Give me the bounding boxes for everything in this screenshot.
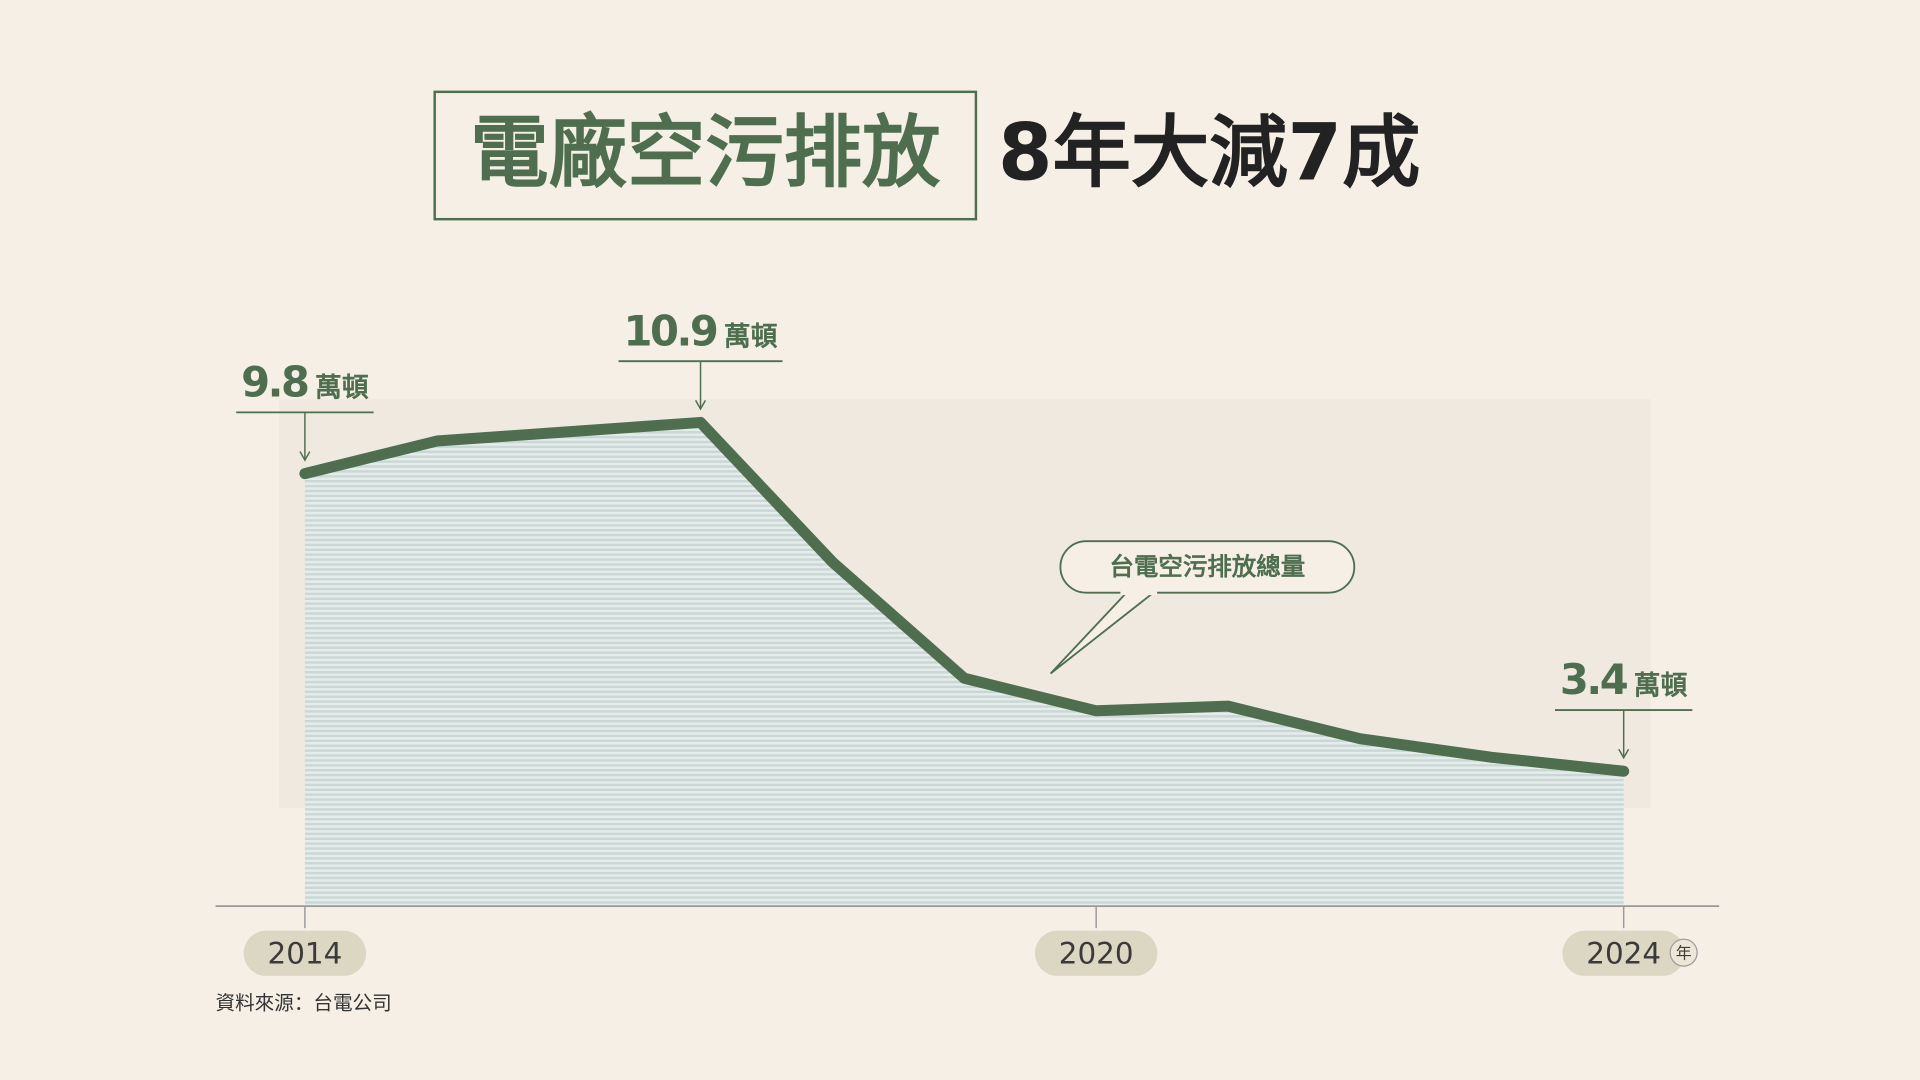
label-arrowhead xyxy=(299,451,311,462)
x-tick-pill xyxy=(243,930,367,976)
value-label: 10.9 xyxy=(623,306,716,355)
series-label: 台電空污排放總量 xyxy=(1109,552,1305,581)
x-unit-badge xyxy=(1669,938,1698,967)
chart-subtitle: 8年大減7成 xyxy=(998,107,1420,198)
value-label: 9.8 xyxy=(241,357,308,406)
value-unit: 萬頓 xyxy=(315,373,369,404)
label-arrowhead xyxy=(1618,748,1630,760)
callout-join xyxy=(1120,590,1158,596)
x-tick-pill xyxy=(1034,930,1158,976)
value-unit: 萬頓 xyxy=(724,321,778,352)
x-tick-label: 2024 xyxy=(1586,937,1661,971)
label-arrowhead xyxy=(694,400,707,411)
title-box xyxy=(433,90,978,221)
x-tick-label: 2014 xyxy=(268,937,343,971)
value-label: 3.4 xyxy=(1560,655,1628,704)
line xyxy=(299,416,1630,777)
plot xyxy=(299,416,1630,907)
area xyxy=(304,422,1624,907)
callout-tail xyxy=(1049,591,1155,675)
x-tick-label: 2020 xyxy=(1059,937,1134,971)
value-unit: 萬頓 xyxy=(1634,670,1688,701)
source: 資料來源：台電公司 xyxy=(216,992,392,1015)
x-unit: 年 xyxy=(1676,943,1692,962)
chart-title: 電廠空污排放 xyxy=(470,107,941,198)
x-tick-pill xyxy=(1562,930,1685,976)
callout xyxy=(1059,540,1356,594)
